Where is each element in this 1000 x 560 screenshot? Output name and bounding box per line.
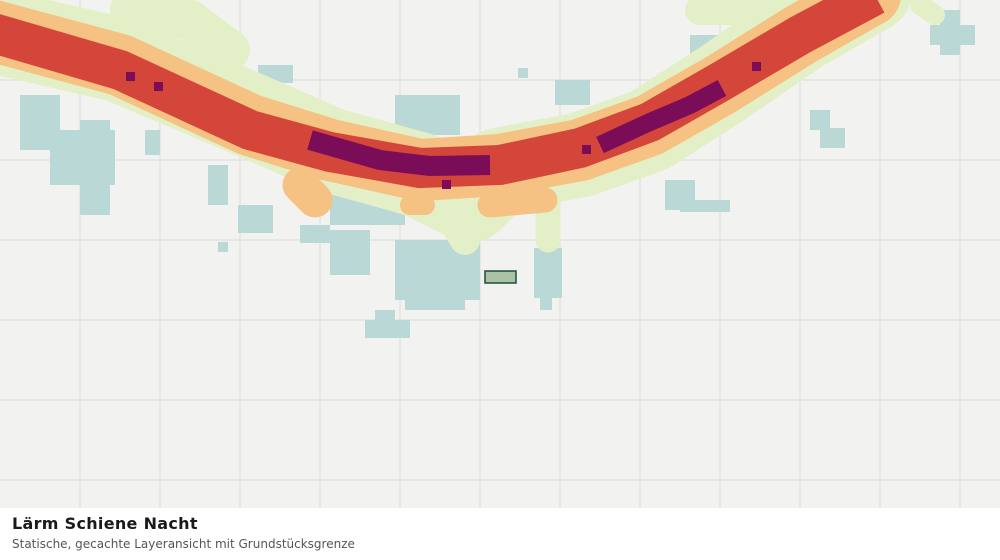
map-title: Lärm Schiene Nacht [12, 514, 198, 533]
noise-zone-high [0, 0, 885, 189]
parcel-boundary [484, 270, 517, 284]
map [0, 0, 1000, 508]
noise-zone-highest [126, 62, 761, 189]
legend-footer: Lärm Schiene Nacht Statische, gecachte L… [0, 508, 1000, 560]
map-subtitle: Statische, gecachte Layeransicht mit Gru… [12, 537, 355, 551]
